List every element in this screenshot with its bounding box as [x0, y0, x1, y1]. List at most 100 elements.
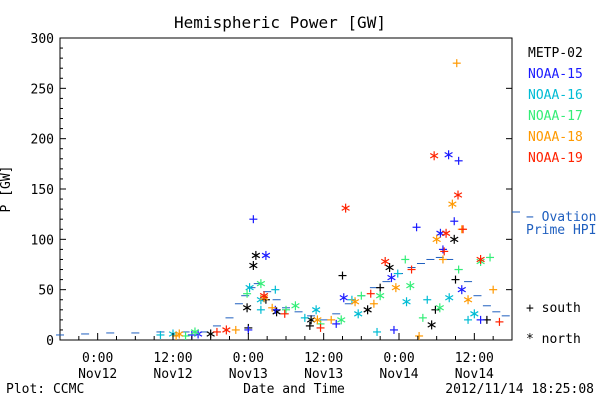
ovation-legend: − Ovation Prime HPI: [512, 210, 596, 238]
north-point: [363, 305, 372, 315]
north-point: [429, 151, 439, 161]
south-point: [459, 225, 468, 234]
north-point-arm: [427, 322, 436, 328]
north-point-arm: [350, 298, 360, 305]
north-point-arm: [337, 317, 346, 323]
north-point: [259, 291, 269, 301]
north-point: [249, 261, 258, 271]
ovation-series: [56, 256, 510, 336]
north-point-arm: [463, 296, 473, 303]
north-point-arm: [353, 311, 363, 317]
north-point-arm: [453, 192, 463, 198]
north-point: [190, 327, 200, 337]
y-tick-label: 0: [46, 334, 54, 349]
north-point: [436, 228, 445, 238]
north-point: [427, 320, 436, 330]
north-point-arm: [450, 236, 459, 243]
x-tick-label-date: Nov14: [379, 367, 418, 382]
north-point-arm: [448, 201, 457, 207]
south-point: [401, 255, 410, 264]
south-point: [454, 156, 463, 165]
south-point: [156, 330, 165, 339]
north-point: [476, 254, 485, 264]
x-tick-label-time: 0:00: [383, 351, 414, 366]
north-point: [470, 309, 479, 319]
north-point: [272, 307, 281, 317]
y-tick-label: 100: [31, 233, 54, 248]
north-point-arm: [291, 303, 300, 309]
north-point: [406, 281, 415, 291]
north-point: [339, 293, 348, 303]
north-point: [453, 190, 463, 200]
north-point-arm: [341, 205, 350, 211]
south-point: [464, 315, 473, 324]
south-point: [495, 317, 504, 326]
south-point: [486, 253, 495, 262]
north-point-arm: [429, 153, 439, 159]
north-point-arm: [402, 298, 411, 305]
north-point-arm: [444, 152, 453, 158]
north-point-arm: [380, 258, 390, 265]
north-point: [353, 309, 363, 319]
north-point: [341, 203, 350, 213]
south-point: [431, 305, 440, 314]
north-point: [435, 303, 445, 313]
north-point: [432, 234, 441, 244]
x-tick-label-date: Nov13: [304, 367, 343, 382]
north-point-arm: [445, 294, 454, 301]
north-point-arm: [406, 282, 415, 289]
north-point-arm: [470, 311, 479, 317]
legend-entry: METP-02: [528, 46, 583, 61]
north-point: [222, 325, 231, 335]
y-tick-label: 200: [31, 133, 54, 148]
south-point: [415, 331, 424, 340]
x-axis-label: Date and Time: [243, 382, 345, 397]
north-point-arm: [385, 264, 394, 271]
south-point: [369, 299, 378, 308]
plot-area: [56, 37, 513, 341]
south-point: [305, 321, 314, 330]
south-point: [243, 289, 252, 298]
south-point: [268, 303, 277, 312]
legend-entry: NOAA-17: [528, 109, 583, 124]
y-axis: 0 50 100 150 200 250 300: [31, 32, 512, 349]
south-point: [489, 285, 498, 294]
south-point: [280, 309, 289, 318]
north-point-arm: [435, 305, 445, 311]
north-point: [251, 250, 261, 260]
x-tick-label-time: 12:00: [304, 351, 343, 366]
south-point: [407, 265, 416, 274]
south-point: [454, 265, 463, 274]
north-point: [175, 329, 184, 339]
y-tick-label: 250: [31, 82, 54, 97]
south-point: [249, 215, 258, 224]
footer-credit: Plot: CCMC: [6, 382, 84, 397]
north-point: [242, 303, 252, 313]
x-tick-label-time: 0:00: [233, 351, 264, 366]
south-point: [438, 245, 447, 254]
south-point: [231, 325, 240, 334]
south-point: [332, 319, 341, 328]
south-point: [338, 271, 347, 280]
north-point: [261, 250, 271, 260]
north-point: [391, 283, 401, 293]
south-point: [423, 295, 432, 304]
south-point: [452, 59, 461, 68]
north-point: [311, 305, 321, 315]
x-tick-label-time: 0:00: [82, 351, 113, 366]
x-tick-label-time: 12:00: [153, 351, 192, 366]
legend-entry: NOAA-16: [528, 88, 583, 103]
chart-title: Hemispheric Power [GW]: [174, 13, 386, 32]
north-point: [385, 263, 394, 273]
south-point: [476, 315, 485, 324]
north-point: [375, 291, 385, 301]
north-point: [444, 150, 453, 160]
north-point: [457, 285, 466, 295]
south-point: [412, 223, 421, 232]
legend-entry: NOAA-18: [528, 130, 583, 145]
north-point-arm: [313, 317, 322, 323]
x-tick-label-date: Nov13: [229, 367, 268, 382]
north-point-arm: [256, 280, 266, 287]
symbol-north-legend: * north: [526, 332, 581, 347]
north-point-arm: [432, 236, 441, 243]
